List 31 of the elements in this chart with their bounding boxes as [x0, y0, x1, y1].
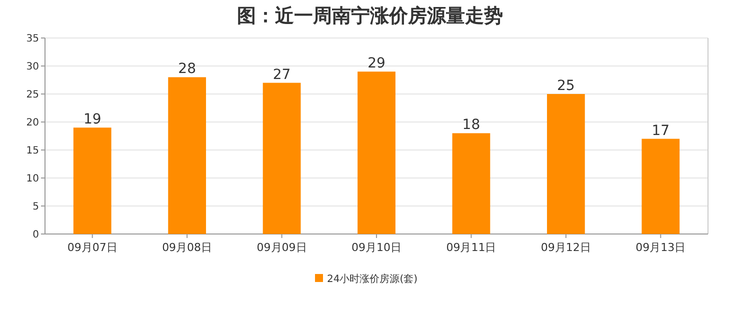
y-tick-label: 0	[32, 230, 39, 240]
y-tick-label: 10	[26, 174, 39, 184]
y-tick-label: 30	[26, 62, 39, 72]
legend-label: 24小时涨价房源(套)	[327, 273, 418, 285]
x-tick-label: 09月11日	[446, 241, 496, 254]
bar	[546, 94, 585, 234]
x-tick-label: 09月08日	[162, 241, 212, 254]
bar	[358, 72, 396, 234]
y-tick-label: 20	[26, 118, 39, 128]
bar	[73, 128, 112, 234]
data-label: 27	[272, 66, 291, 83]
x-tick-label: 09月09日	[256, 241, 307, 254]
y-tick-label: 35	[26, 34, 39, 44]
y-tick-label: 5	[32, 202, 39, 212]
y-tick-label: 15	[26, 146, 39, 156]
bar	[642, 138, 680, 234]
data-label: 18	[462, 117, 480, 134]
x-tick-label: 09月07日	[67, 241, 118, 254]
data-label: 19	[83, 112, 102, 128]
bar	[452, 133, 490, 234]
x-tick-label: 09月12日	[540, 241, 591, 254]
bar	[262, 82, 301, 234]
x-tick-label: 09月10日	[352, 241, 402, 254]
data-label: 28	[178, 61, 196, 78]
y-tick-label: 25	[26, 90, 39, 100]
data-label: 25	[557, 78, 575, 94]
bar	[168, 77, 206, 234]
chart-title: 图：近一周南宁涨价房源量走势	[237, 5, 503, 27]
data-label: 17	[652, 122, 670, 139]
data-label: 29	[368, 56, 386, 72]
x-tick-label: 09月13日	[636, 241, 686, 254]
